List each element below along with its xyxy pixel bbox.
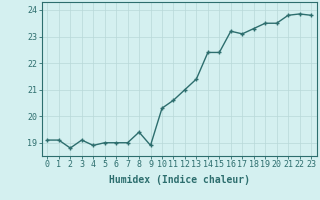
X-axis label: Humidex (Indice chaleur): Humidex (Indice chaleur): [109, 175, 250, 185]
